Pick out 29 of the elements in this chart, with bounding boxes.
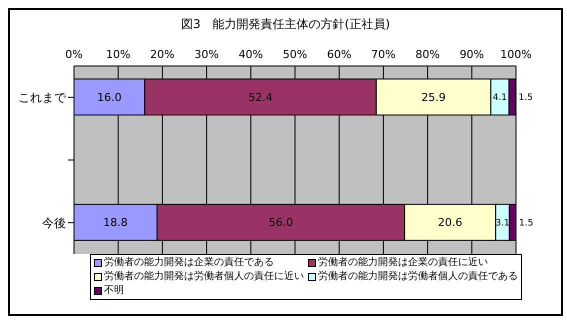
x-tick-label: 40% bbox=[238, 48, 264, 61]
data-label: 1.5 bbox=[519, 218, 534, 229]
data-label: 4.1 bbox=[492, 93, 508, 104]
legend-label: 労働者の能力開発は労働者個人の責任である bbox=[318, 270, 518, 284]
x-tick-label: 30% bbox=[194, 48, 219, 61]
x-tick-label: 100% bbox=[500, 48, 532, 61]
legend-label: 不明 bbox=[104, 284, 124, 298]
data-label: 3.1 bbox=[495, 218, 510, 229]
x-tick-label: 60% bbox=[326, 48, 352, 61]
data-label: 16.0 bbox=[97, 90, 122, 104]
data-label: 25.9 bbox=[421, 90, 446, 104]
x-tick-label: 50% bbox=[282, 48, 308, 61]
y-tick-label: 今後 bbox=[42, 216, 66, 230]
data-label: 18.8 bbox=[103, 216, 128, 230]
data-label: 1.5 bbox=[518, 93, 533, 104]
x-tick-label: 10% bbox=[106, 48, 130, 61]
x-tick-label: 80% bbox=[415, 48, 440, 61]
chart-title: 図3 能力開発責任主体の方針(正社員) bbox=[180, 16, 391, 33]
y-tick-label: これまで bbox=[18, 90, 67, 105]
legend-label: 労働者の能力開発は労働者個人の責任に近い bbox=[104, 270, 304, 284]
legend-label: 労働者の能力開発は企業の責任に近い bbox=[318, 256, 488, 270]
x-tick-label: 70% bbox=[371, 48, 396, 61]
x-tick-label: 90% bbox=[460, 48, 484, 61]
x-tick-label: 0% bbox=[65, 48, 83, 61]
data-label: 20.6 bbox=[438, 216, 462, 230]
x-tick-label: 20% bbox=[150, 48, 175, 61]
data-label: 52.4 bbox=[248, 90, 273, 104]
legend-label: 労働者の能力開発は企業の責任である bbox=[104, 256, 274, 270]
data-label: 56.0 bbox=[268, 216, 294, 230]
